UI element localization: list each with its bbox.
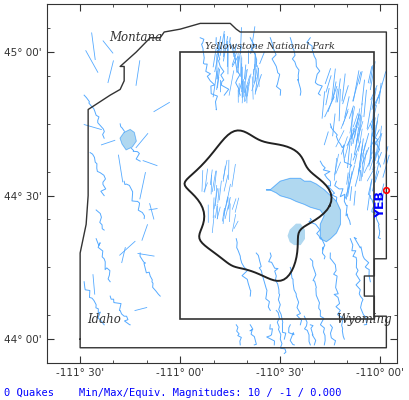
Polygon shape <box>120 130 136 150</box>
Text: Yellowstone National Park: Yellowstone National Park <box>205 42 335 51</box>
Text: 0 Quakes    Min/Max/Equiv. Magnitudes: 10 / -1 / 0.000: 0 Quakes Min/Max/Equiv. Magnitudes: 10 /… <box>4 388 341 398</box>
Text: Idaho: Idaho <box>87 312 121 326</box>
Text: YEB: YEB <box>373 191 386 218</box>
Polygon shape <box>265 178 339 242</box>
Bar <box>180 52 373 319</box>
Text: Wyoming: Wyoming <box>336 312 391 326</box>
Polygon shape <box>288 224 303 244</box>
Text: Montana: Montana <box>109 31 162 44</box>
